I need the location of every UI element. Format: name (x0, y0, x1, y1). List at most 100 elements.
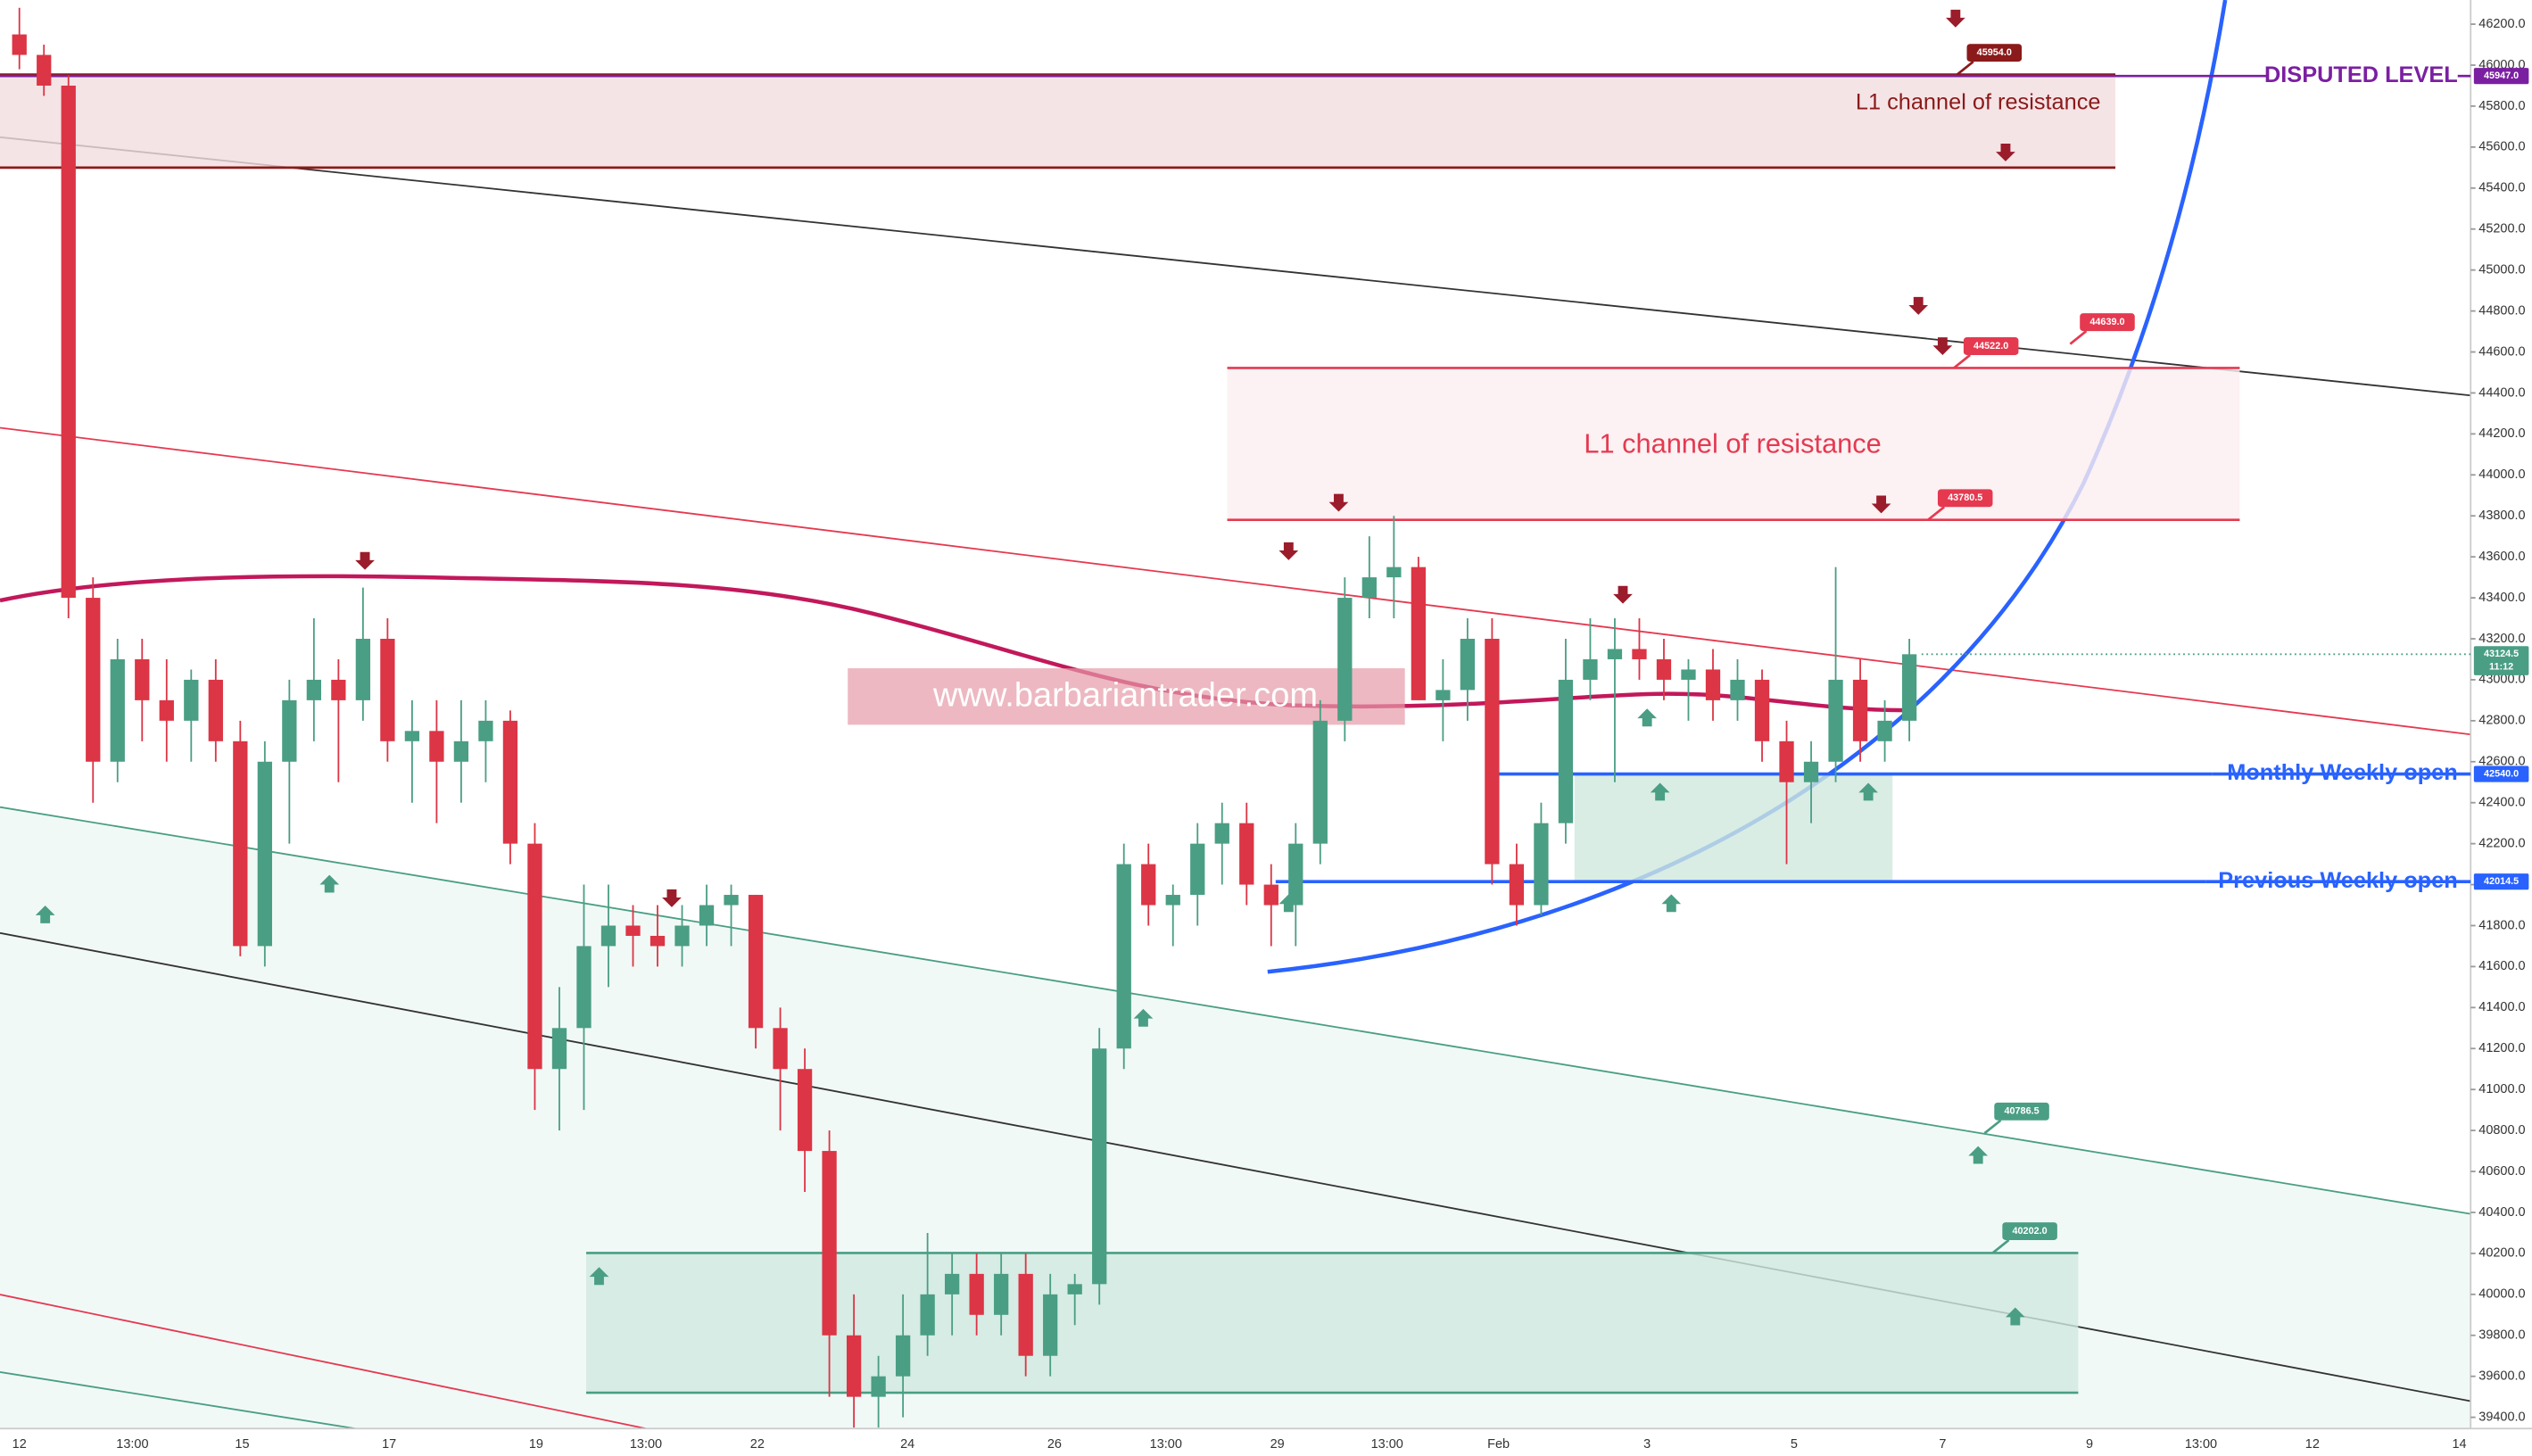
candle-body (355, 639, 371, 700)
zone-label: L1 channel of resistance (1584, 427, 1881, 459)
candle-body (650, 935, 666, 947)
arrows (35, 9, 2025, 1326)
tag-pointer (1953, 353, 1971, 369)
y-tick-label: 41000.0 (2478, 1082, 2525, 1096)
candle-body (208, 679, 223, 741)
candle-body (527, 843, 542, 1070)
down-arrow (1932, 337, 1953, 356)
y-tick-label: 42800.0 (2478, 714, 2525, 728)
price-tag (1937, 489, 1993, 508)
candle-body (257, 761, 272, 947)
x-tick-label: 7 (1939, 1437, 1946, 1452)
price-tag (1966, 44, 2023, 62)
down-arrow (1945, 9, 1965, 28)
down-arrow (1996, 144, 2015, 161)
candle-body (1828, 679, 1843, 762)
y-tick-label: 41400.0 (2478, 1000, 2525, 1014)
y-tick-label: 45400.0 (2478, 181, 2525, 195)
x-tick-label: 17 (382, 1437, 396, 1452)
trend-line (0, 806, 2471, 1215)
price-tag-label: 44522.0 (1973, 341, 2008, 352)
y-tick-label: 44200.0 (2478, 426, 2525, 441)
y-tick-label: 40200.0 (2478, 1246, 2525, 1261)
candle-body (1460, 639, 1476, 691)
axis-tag (2473, 765, 2529, 782)
price-tag (1963, 337, 2019, 355)
y-tick-label: 43800.0 (2478, 509, 2525, 523)
x-tick-label: 19 (529, 1437, 543, 1452)
candle-body (1092, 1048, 1107, 1285)
candle-body (380, 639, 395, 741)
zone (1574, 774, 1893, 882)
axis-tag (2473, 873, 2529, 890)
axis-tag-label: 42540.0 (2484, 768, 2519, 779)
zone (0, 74, 2116, 168)
y-tick-label: 41600.0 (2478, 959, 2525, 973)
candle-body (945, 1273, 960, 1295)
candle-body (797, 1069, 813, 1152)
candle-body (674, 925, 690, 947)
candle-body (576, 946, 592, 1029)
candle-body (846, 1335, 862, 1397)
x-tick-label: 24 (900, 1437, 914, 1452)
price-tag-label: 43780.5 (1948, 492, 1982, 503)
y-tick-label: 39600.0 (2478, 1369, 2525, 1384)
axis-tag (2473, 646, 2529, 675)
axis-background (2470, 0, 2532, 1456)
candle-body (110, 658, 125, 762)
zone-label: L1 channel of resistance (1856, 89, 2101, 114)
watermark: www.barbariantrader.com (932, 677, 1318, 715)
candle-body (135, 658, 150, 700)
x-tick-label: 5 (1791, 1437, 1798, 1452)
time-axis-background (0, 1428, 2532, 1456)
candle-body (1607, 649, 1623, 659)
candle-body (920, 1294, 935, 1336)
tags: 45954.0 44522.0 43780.5 Monthly Weekly open… (1921, 44, 2529, 1254)
x-tick-label: 14 (2453, 1437, 2467, 1452)
y-tick-label: 40600.0 (2478, 1164, 2525, 1179)
y-tick-label: 40400.0 (2478, 1205, 2525, 1220)
price-tag-label: 40786.5 (2004, 1106, 2039, 1117)
y-tick-label: 43200.0 (2478, 632, 2525, 646)
candle-body (184, 679, 199, 721)
candle-body (1018, 1273, 1033, 1356)
y-tick-label: 44400.0 (2478, 385, 2525, 400)
y-tick-label: 44000.0 (2478, 467, 2525, 482)
trend-line (0, 426, 2471, 736)
candle-body (1337, 598, 1353, 721)
axis-tag-label: 42014.5 (2484, 876, 2519, 887)
candle-body (969, 1273, 984, 1315)
y-tick-label: 43400.0 (2478, 591, 2525, 605)
candle-body (724, 895, 739, 906)
candle-body (1067, 1284, 1082, 1295)
candle-body (1263, 884, 1278, 906)
tag-pointer (1983, 1119, 2002, 1135)
candle-body (159, 699, 174, 721)
candle-body (12, 34, 27, 55)
candle-body (1436, 690, 1451, 700)
x-tick-label: 26 (1047, 1437, 1062, 1452)
trend-line (0, 136, 2471, 397)
candle-body (61, 85, 76, 599)
up-arrow (589, 1267, 609, 1286)
down-arrow (1871, 495, 1891, 514)
axis-tag (2473, 68, 2529, 85)
candle-body (1043, 1294, 1058, 1356)
candle-body (822, 1151, 837, 1336)
y-tick-label: 44800.0 (2478, 303, 2525, 318)
candle-body (1754, 679, 1770, 741)
candle-body (1681, 669, 1696, 680)
y-tick-label: 41800.0 (2478, 918, 2525, 932)
y-tick-label: 43000.0 (2478, 673, 2525, 687)
down-arrow (1613, 585, 1633, 604)
candle-body (600, 925, 616, 947)
candle-body (871, 1376, 886, 1397)
candle-body (429, 731, 444, 762)
y-tick-label: 46200.0 (2478, 17, 2525, 31)
candle-body (1509, 864, 1525, 906)
moving-average (0, 574, 1906, 713)
y-tick-label: 40000.0 (2478, 1287, 2525, 1302)
x-tick-label: 22 (750, 1437, 765, 1452)
